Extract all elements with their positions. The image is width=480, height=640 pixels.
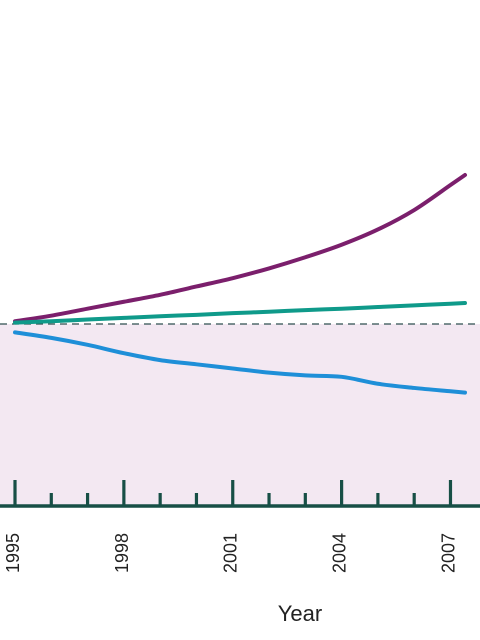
series-line-1 bbox=[13, 172, 467, 324]
x-tick-label-1995: 1995 bbox=[3, 533, 23, 573]
x-tick-labels: 1995 1998 2001 2004 2007 bbox=[3, 533, 458, 573]
series-layer bbox=[13, 172, 467, 395]
x-tick-label-2004: 2004 bbox=[330, 533, 350, 573]
series-line-3 bbox=[13, 330, 467, 395]
shaded-region-layer bbox=[0, 324, 480, 506]
x-axis bbox=[0, 480, 480, 508]
series-line-2 bbox=[13, 301, 467, 325]
x-tick-label-2007: 2007 bbox=[438, 533, 458, 573]
shaded-region bbox=[0, 324, 480, 506]
x-axis-title: Year bbox=[278, 601, 322, 626]
x-tick-label-1998: 1998 bbox=[112, 533, 132, 573]
x-tick-label-2001: 2001 bbox=[221, 533, 241, 573]
